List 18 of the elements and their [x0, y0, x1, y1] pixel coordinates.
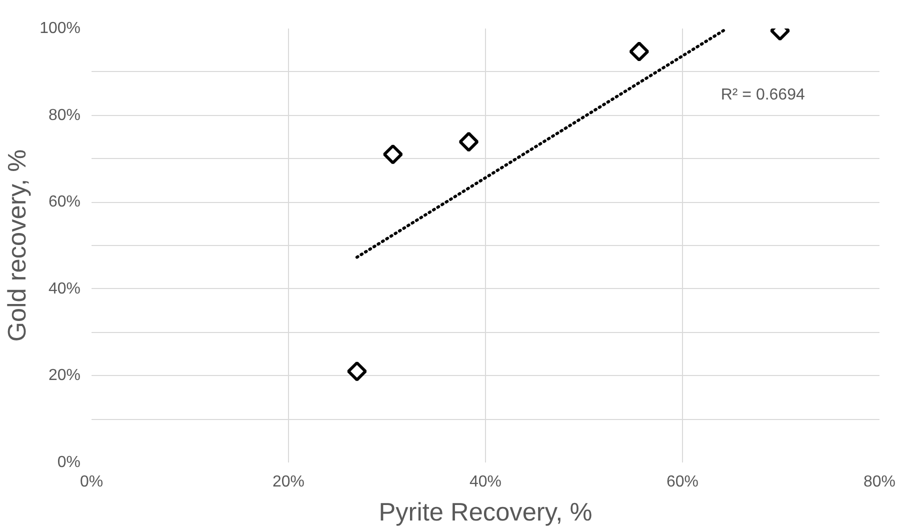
- x-tick-label: 20%: [272, 474, 305, 490]
- y-tick-label: 20%: [48, 367, 81, 384]
- y-tick-label: 80%: [48, 106, 81, 124]
- y-tick-label: 0%: [57, 454, 80, 471]
- x-tick-label: 40%: [469, 474, 502, 490]
- point: [382, 144, 403, 164]
- x-tick-label: 0%: [80, 474, 104, 490]
- point: [346, 361, 367, 382]
- point: [458, 132, 479, 152]
- y-axis-title: Gold recovery, %: [4, 149, 32, 342]
- y-tick-label: 100%: [40, 20, 80, 37]
- y-tick-label: 60%: [48, 194, 81, 211]
- point: [629, 42, 650, 62]
- x-tick-label: 60%: [666, 474, 699, 490]
- annotation: R² = 0.6694: [720, 86, 805, 104]
- x-tick-label: 80%: [863, 474, 896, 490]
- x-axis-title: Pyrite Recovery, %: [378, 498, 592, 526]
- y-tick-label: 40%: [48, 280, 81, 298]
